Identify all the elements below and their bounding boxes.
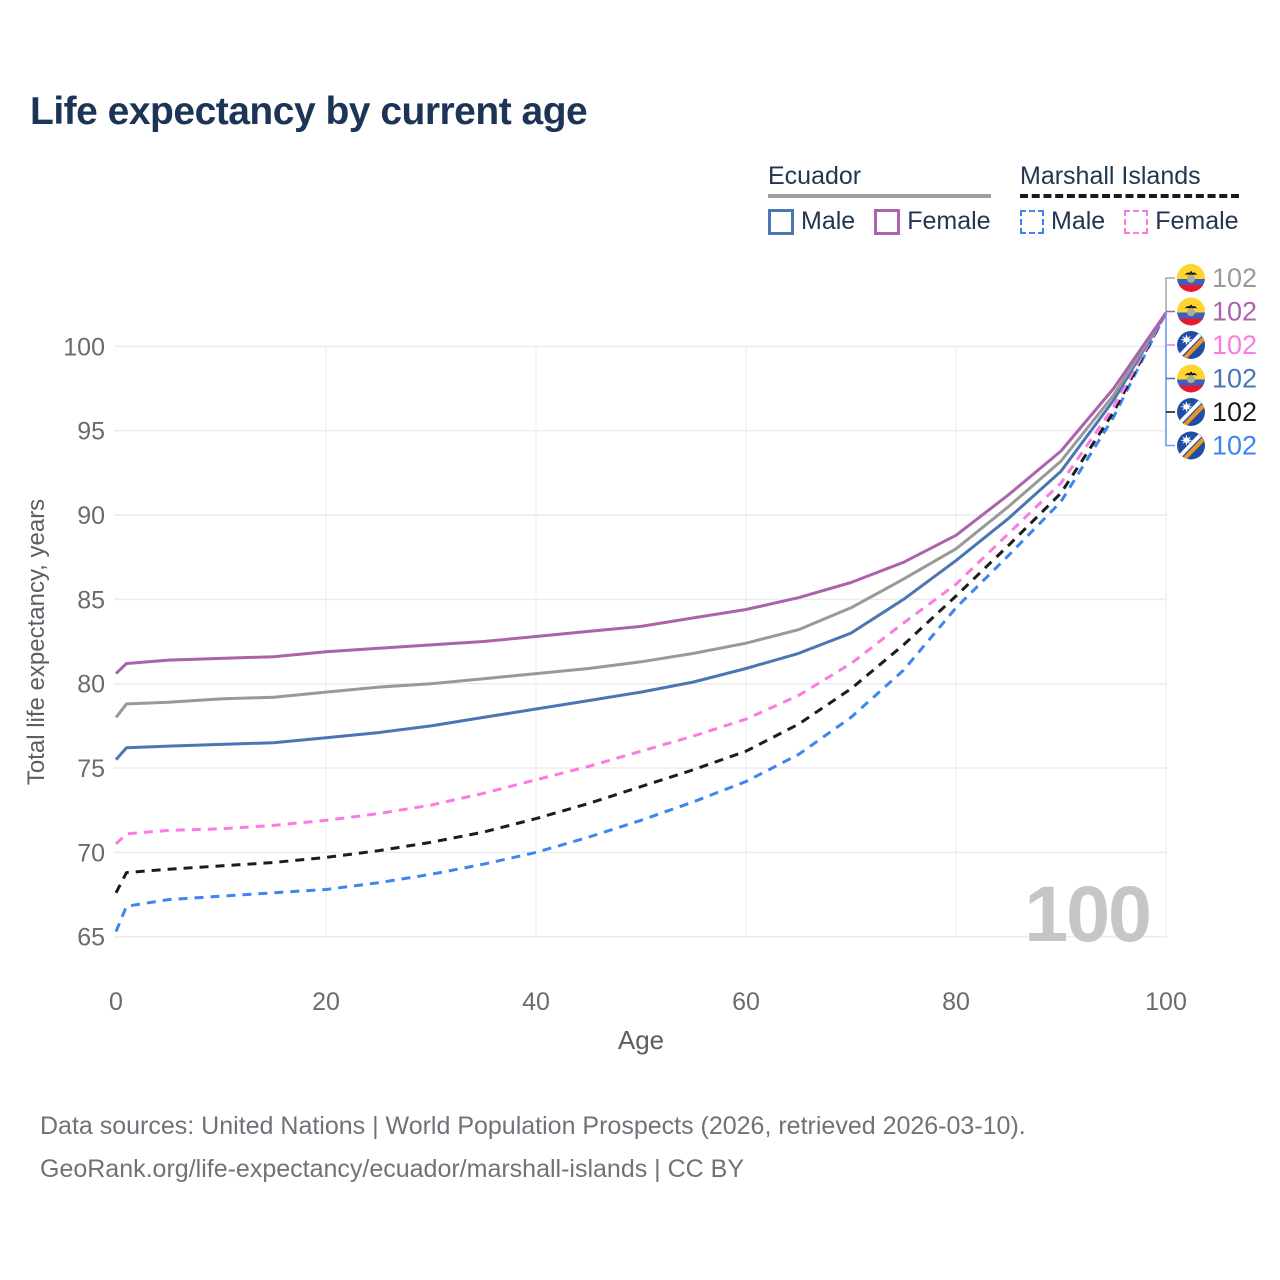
flag-icon-marshall [1177, 432, 1205, 462]
legend-item-marshall-male[interactable]: Male [1020, 207, 1105, 236]
current-age-watermark: 100 [1024, 869, 1150, 958]
legend-swatch-ecuador-female[interactable] [874, 208, 901, 235]
legend-group-ecuador: Ecuador Male Female [768, 162, 991, 236]
series-line-marshall-male[interactable] [114, 312, 1168, 933]
y-tick-label: 85 [77, 586, 105, 614]
legend-label: Male [801, 207, 856, 235]
legend-swatch-ecuador-male[interactable] [768, 208, 794, 235]
series-line-ecuador-total[interactable] [114, 311, 1168, 719]
x-tick-label: 20 [312, 988, 340, 1016]
page-title: Life expectancy by current age [30, 90, 588, 133]
x-tick-label: 40 [522, 988, 550, 1016]
footer: Data sources: United Nations | World Pop… [40, 1105, 1026, 1191]
flag-icon-ecuador [1177, 298, 1205, 326]
leader-line-bottom [1165, 312, 1175, 447]
footer-url-line: GeoRank.org/life-expectancy/ecuador/mars… [40, 1155, 745, 1183]
end-value-marshall-female: 102 [1212, 330, 1257, 360]
y-tick-label: 65 [77, 924, 105, 952]
footer-source-line: Data sources: United Nations | World Pop… [40, 1112, 1026, 1140]
y-axis-title: Total life expectancy, years [23, 499, 50, 785]
legend-label: Female [907, 207, 991, 235]
legend-swatch-marshall-female[interactable] [1124, 209, 1149, 234]
flag-icon-marshall [1177, 331, 1205, 361]
series-line-ecuador-female[interactable] [114, 311, 1168, 675]
y-tick-label: 90 [77, 502, 105, 530]
legend-header-ecuador: Ecuador [768, 162, 862, 190]
series-line-marshall-female[interactable] [114, 311, 1168, 845]
legend-underline-dashed [1020, 194, 1239, 198]
y-tick-label: 70 [77, 839, 105, 867]
legend-item-marshall-female[interactable]: Female [1124, 207, 1239, 236]
end-value-marshall-total: 102 [1212, 397, 1257, 427]
x-axis-title: Age [618, 1025, 664, 1055]
legend-underline-solid [768, 194, 991, 198]
legend-item-ecuador-male[interactable]: Male [768, 207, 855, 236]
x-tick-label: 100 [1145, 988, 1187, 1016]
x-tick-label: 60 [732, 988, 760, 1016]
legend-label: Female [1155, 207, 1239, 235]
flag-icon-marshall [1177, 398, 1205, 428]
legend-header-marshall: Marshall Islands [1020, 162, 1201, 190]
legend-group-marshall: Marshall Islands Male Female [1020, 162, 1239, 236]
end-value-ecuador-total: 102 [1212, 263, 1257, 293]
legend-label: Male [1051, 207, 1106, 235]
x-tick-label: 80 [942, 988, 970, 1016]
legend-item-ecuador-female[interactable]: Female [874, 207, 991, 236]
series-line-ecuador-male[interactable] [114, 311, 1168, 761]
y-tick-label: 80 [77, 671, 105, 699]
end-value-ecuador-female: 102 [1212, 297, 1257, 327]
x-tick-label: 0 [109, 988, 123, 1016]
gridlines-and-axes: 65 70 75 80 85 90 95 100 0 20 40 60 80 100 [63, 333, 1187, 1016]
end-value-ecuador-male: 102 [1212, 364, 1257, 394]
flag-icon-ecuador [1177, 264, 1205, 292]
y-tick-label: 75 [77, 755, 105, 783]
flag-icon-ecuador [1177, 365, 1205, 393]
leader-line-top [1165, 277, 1175, 313]
y-tick-label: 100 [63, 333, 105, 361]
legend-swatch-marshall-male[interactable] [1020, 209, 1044, 234]
end-value-marshall-male: 102 [1212, 431, 1257, 461]
series-line-marshall-total[interactable] [114, 312, 1168, 894]
y-tick-label: 95 [77, 418, 105, 446]
series-lines [114, 311, 1168, 933]
